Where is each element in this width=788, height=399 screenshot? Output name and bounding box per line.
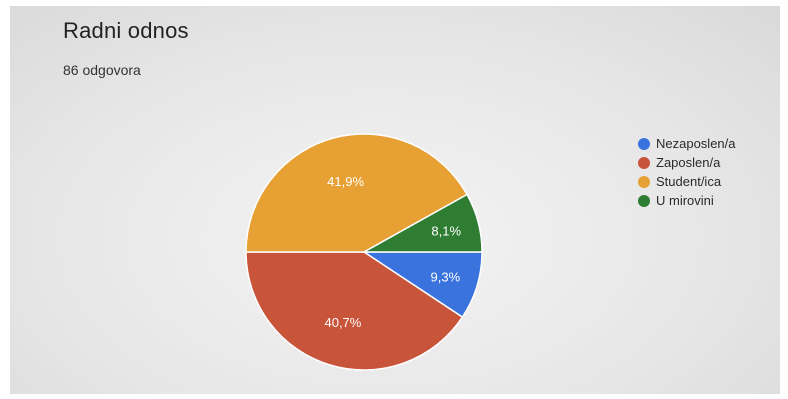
slice-value-label: 9,3% (431, 269, 461, 284)
pie-slice-4[interactable] (361, 193, 483, 253)
slice-value-label: 8,1% (431, 224, 461, 239)
response-count: 86 odgovora (63, 62, 141, 78)
legend-dot-icon (638, 156, 650, 169)
slice-value-label: 40,7% (324, 315, 361, 330)
legend-item-zaposlen[interactable]: Zaposlen/a (638, 153, 736, 172)
chart-title: Radni odnos (63, 18, 189, 43)
legend-item-u-mirovini[interactable]: U mirovini (638, 191, 736, 210)
legend-label: U mirovini (656, 193, 714, 208)
legend-item-student[interactable]: Student/ica (638, 172, 736, 191)
chart-card: Radni odnos 86 odgovora 9,3% 40,7% 41,9% 8,… (10, 6, 780, 394)
slice-value-label: 41,9% (327, 174, 364, 189)
legend-label: Nezaposlen/a (656, 136, 736, 151)
legend-label: Zaposlen/a (656, 155, 721, 170)
legend-dot-icon (638, 175, 650, 188)
legend-item-nezaposlen[interactable]: Nezaposlen/a (638, 134, 736, 153)
chart-legend: Nezaposlen/a Zaposlen/a Student/ica U mi… (638, 134, 736, 210)
legend-dot-icon (638, 137, 650, 150)
legend-dot-icon (638, 194, 650, 207)
pie-slice-2[interactable] (245, 251, 464, 371)
pie-slice-3[interactable] (245, 133, 469, 253)
legend-label: Student/ica (656, 174, 722, 189)
pie-chart: 9,3% 40,7% 41,9% 8,1% (245, 133, 483, 371)
